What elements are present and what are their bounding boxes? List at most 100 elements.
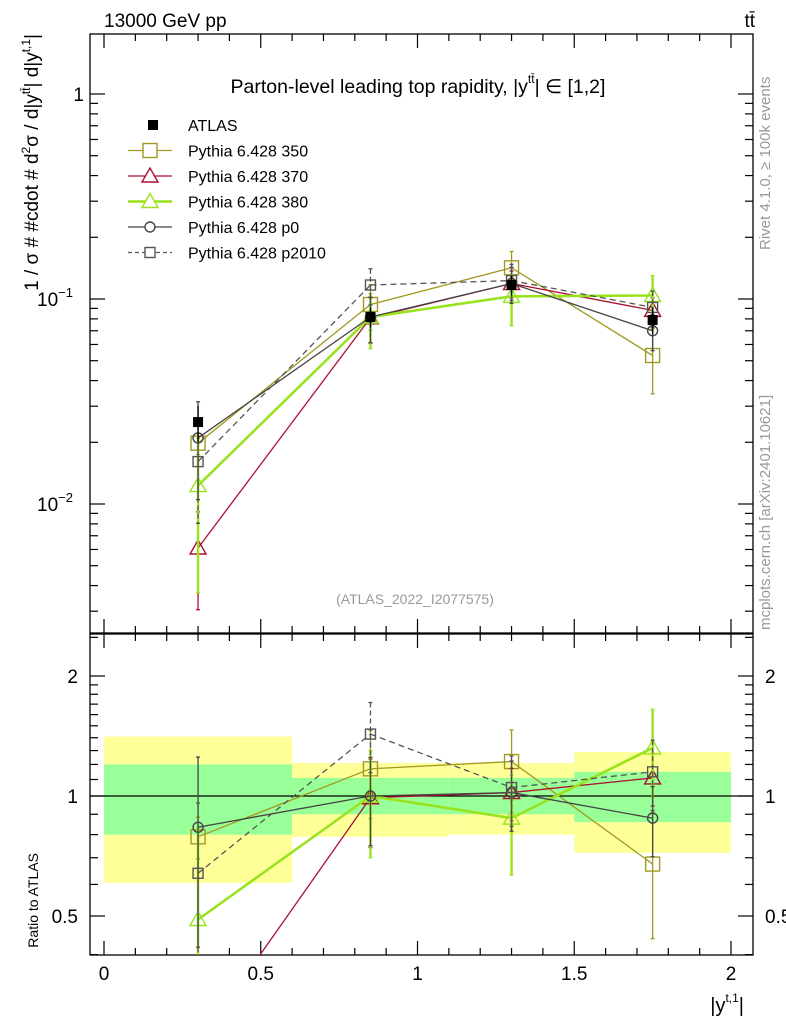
ylabel-sup2: tt̄	[19, 87, 33, 94]
y-tick-base: 10	[37, 290, 58, 311]
ratio-panel-frame	[89, 633, 754, 956]
y-tick-label: 10−2	[37, 490, 73, 516]
x-tick-label: 0.5	[248, 964, 274, 985]
series-line-350	[370, 760, 512, 770]
x-axis-label: |yt,1|	[710, 991, 744, 1017]
ratio-y-tick-label-right: 2	[765, 667, 776, 688]
series-line-370	[259, 797, 372, 955]
series-line-p0	[511, 282, 653, 332]
series-line-380	[511, 294, 653, 298]
xlabel-pre: |y	[710, 995, 725, 1017]
legend-entry: Pythia 6.428 350	[128, 142, 308, 161]
series-line-350	[511, 761, 654, 865]
ratio-y-tick-label: 1	[67, 787, 78, 808]
triangle-marker	[140, 166, 160, 183]
main-panel-frame	[89, 33, 754, 634]
square-marker	[192, 867, 204, 879]
circle-marker	[646, 812, 659, 824]
square-marker	[142, 142, 158, 159]
ylabel-p1: 1 / σ # #cdot # d	[22, 153, 43, 290]
ratio-y-tick-label: 2	[67, 667, 78, 688]
series-line-370	[197, 317, 371, 549]
ratio-y-tick-label-right: 0.5	[765, 907, 786, 928]
series-line-370	[511, 777, 653, 794]
xlabel-post: |	[739, 995, 744, 1017]
series-p0-main	[192, 266, 659, 501]
legend: ATLAS Pythia 6.428 350 Pythia 6.428 370 Pyt…	[128, 118, 326, 263]
x-tick-label: 0	[99, 964, 110, 985]
y-tick-base: 1	[73, 85, 84, 106]
chart-title-pre: Parton-level leading top rapidity, |y	[231, 76, 529, 98]
legend-label: Pythia 6.428 350	[188, 144, 308, 161]
data-marker	[506, 280, 517, 291]
series-line-p2010	[511, 771, 653, 789]
legend-entry: Pythia 6.428 p0	[128, 220, 299, 237]
series-p2010-ratio	[192, 701, 659, 955]
data-marker	[148, 120, 158, 130]
legend-label: Pythia 6.428 370	[188, 169, 308, 186]
legend-entry: Pythia 6.428 370	[128, 166, 308, 186]
triangle-marker	[140, 192, 160, 209]
ratio-y-tick-label: 0.5	[52, 907, 78, 928]
series-line-380	[197, 316, 372, 487]
y-tick-base: 10	[37, 495, 58, 516]
ylabel-sup3: t,1	[19, 39, 33, 53]
square-marker	[192, 455, 204, 468]
square-marker	[505, 781, 518, 794]
legend-label: Pythia 6.428 380	[188, 195, 308, 212]
ratio-y-tick-label-right: 1	[765, 787, 776, 808]
legend-label: Pythia 6.428 p0	[188, 220, 299, 237]
series-line-p0	[370, 282, 512, 318]
ylabel-p4: |	[22, 34, 43, 39]
xlabel-sup: t,1	[725, 991, 739, 1005]
y-tick-exponent: −1	[58, 285, 73, 300]
ratio-y-axis-label: Ratio to ATLAS	[25, 853, 41, 948]
y-axis-label: 1 / σ # #cdot # d2σ / d|ytt̄| d|yt,1|	[19, 34, 43, 291]
series-line-380	[510, 746, 654, 820]
legend-entry: Pythia 6.428 380	[128, 192, 308, 212]
series-line-380	[370, 295, 512, 319]
series-line-p2010	[197, 733, 371, 874]
data-marker	[365, 311, 376, 322]
y-tick-label: 1	[73, 85, 84, 106]
series-line-p2010	[370, 279, 512, 286]
series-line-p2010	[511, 279, 653, 309]
circle-marker	[364, 790, 377, 802]
series-line-p0	[197, 795, 371, 828]
series-atlas-main	[193, 275, 658, 442]
square-marker	[364, 279, 377, 291]
circle-marker	[144, 221, 156, 233]
series-line-p2010	[197, 284, 371, 463]
series-line-380	[370, 794, 512, 820]
series-p2010-main	[192, 263, 659, 524]
series-line-p0	[197, 316, 371, 439]
axis-ticks	[90, 34, 753, 956]
series-line-350	[197, 768, 371, 838]
square-marker	[144, 246, 156, 259]
x-tick-label: 2	[726, 964, 737, 985]
data-marker	[193, 417, 204, 428]
data-marker	[647, 314, 658, 325]
legend-label: ATLAS	[188, 118, 238, 135]
chart-title: Parton-level leading top rapidity, |ytt̄…	[231, 72, 606, 98]
ylabel-sup1: 2	[19, 146, 33, 153]
legend-entry: Pythia 6.428 p2010	[128, 246, 326, 263]
series-line-p2010	[370, 733, 512, 789]
ratio-panel-marks	[188, 701, 662, 955]
x-tick-label: 1.5	[561, 964, 587, 985]
chart-title-sup: tt̄	[528, 72, 535, 86]
header-left: 13000 GeV pp	[104, 11, 227, 32]
series-line-380	[197, 794, 372, 921]
series-line-p0	[370, 791, 512, 797]
legend-entry: ATLAS	[148, 118, 238, 135]
ylabel-p3: | d|y	[22, 52, 43, 88]
series-line-350	[370, 267, 512, 306]
ylabel-p2: σ / d|y	[22, 94, 43, 147]
y-tick-exponent: −2	[58, 490, 73, 505]
x-tick-label: 1	[412, 964, 423, 985]
series-line-p0	[511, 791, 653, 819]
analysis-label: (ATLAS_2022_I2077575)	[336, 591, 494, 607]
y-tick-label: 10−1	[37, 285, 73, 311]
